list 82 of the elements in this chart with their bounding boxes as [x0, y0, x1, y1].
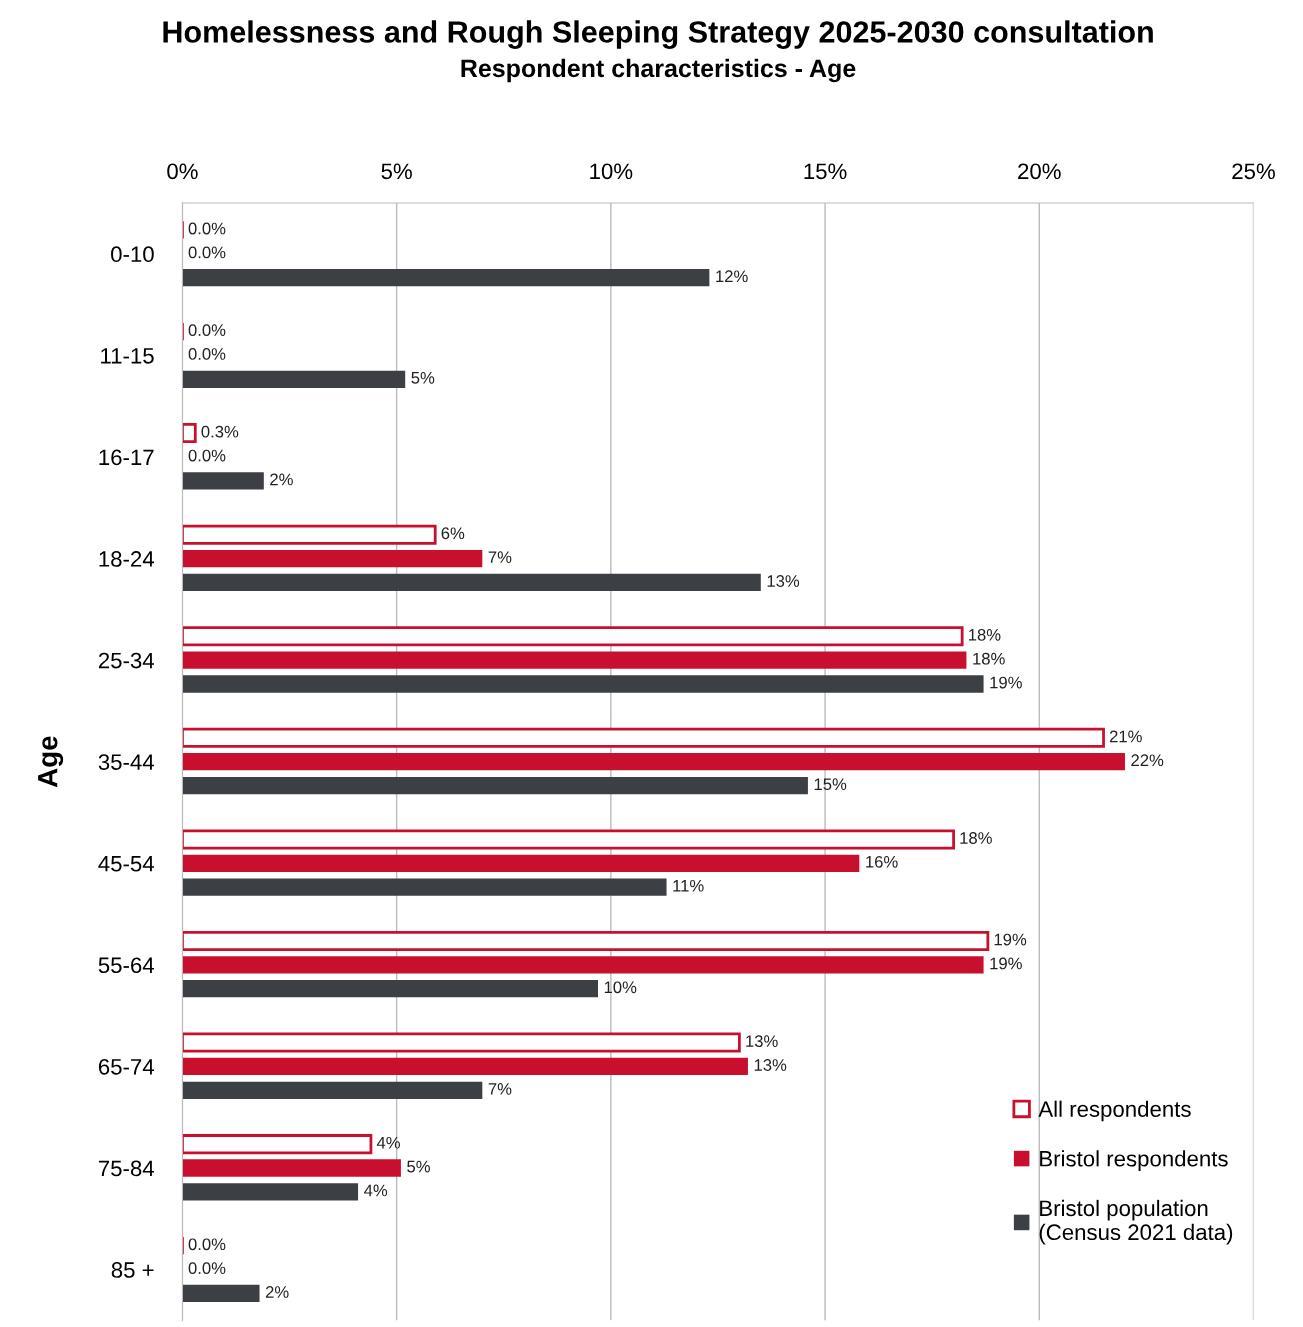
- y-tick-label: 85 +: [111, 1262, 154, 1278]
- data-label: 5%: [407, 1160, 430, 1173]
- y-tick-label: 16-17: [99, 449, 154, 466]
- bar: [182, 1032, 741, 1053]
- data-label: 15%: [814, 778, 847, 791]
- bar: [182, 573, 761, 592]
- y-axis-title: Age: [38, 736, 64, 788]
- bar: [182, 370, 406, 388]
- y-tick-label: 35-44: [98, 754, 154, 770]
- bar: [182, 549, 483, 568]
- legend-label: Bristol respondents: [1040, 1150, 1228, 1171]
- bar: [182, 753, 1125, 771]
- bar: [182, 524, 437, 545]
- y-tick-label: 55-64: [98, 957, 154, 974]
- data-label: 0.0%: [188, 246, 226, 259]
- y-tick-label: 25-34: [98, 652, 154, 669]
- bar: [182, 1134, 373, 1155]
- bar: [182, 1081, 483, 1099]
- data-label: 0.0%: [188, 348, 226, 360]
- bar: [182, 930, 990, 951]
- data-label: 0.0%: [188, 449, 226, 462]
- y-tick-label: 45-54: [98, 856, 154, 872]
- data-label: 2%: [270, 473, 293, 486]
- bar: [182, 878, 667, 896]
- data-label: 0.3%: [201, 425, 239, 438]
- chart-title: Homelessness and Rough Sleeping Strategy 2025-2030 consultation: [163, 20, 1153, 49]
- bar: [182, 829, 955, 850]
- bar: [182, 956, 984, 974]
- data-label: 16%: [866, 855, 898, 868]
- bar: [182, 269, 710, 287]
- bar: [182, 626, 964, 647]
- data-label: 18%: [960, 832, 992, 844]
- data-label: 7%: [488, 1083, 512, 1095]
- data-label: 19%: [994, 933, 1027, 946]
- bar: [182, 423, 197, 444]
- data-label: 12%: [716, 270, 748, 283]
- x-tick-label: 0%: [167, 163, 198, 180]
- data-label: 0.0%: [188, 324, 226, 336]
- data-label: 18%: [973, 652, 1005, 665]
- data-label: 10%: [604, 981, 637, 994]
- x-tick-label: 10%: [590, 163, 633, 180]
- data-label: 4%: [376, 1136, 400, 1149]
- data-label: 13%: [767, 575, 800, 587]
- bar: [182, 1284, 260, 1303]
- data-label: 4%: [364, 1184, 388, 1197]
- data-label: 11%: [673, 879, 704, 892]
- data-label: 0.0%: [188, 1262, 226, 1275]
- bar: [182, 854, 860, 872]
- bar: [182, 727, 1105, 748]
- data-label: 5%: [411, 372, 435, 384]
- bar: [182, 1057, 748, 1076]
- x-tick-label: 15%: [804, 163, 847, 180]
- x-tick-label: 25%: [1232, 163, 1275, 180]
- data-label: 19%: [990, 676, 1022, 689]
- bar: [182, 980, 598, 998]
- y-tick-label: 18-24: [99, 551, 154, 567]
- data-label: 18%: [968, 628, 1001, 641]
- data-label: 7%: [488, 551, 512, 563]
- y-tick-label: 11-15: [101, 348, 154, 364]
- data-label: 21%: [1109, 730, 1142, 743]
- data-label: 13%: [754, 1059, 787, 1071]
- data-label: 0.0%: [188, 1238, 226, 1251]
- bar: [182, 1159, 401, 1177]
- x-tick-label: 5%: [381, 163, 412, 180]
- bar: [182, 1183, 359, 1201]
- data-label: 13%: [746, 1035, 778, 1048]
- x-tick-label: 20%: [1018, 163, 1061, 180]
- legend-label: Bristol population (Census 2021 data): [1039, 1199, 1233, 1245]
- bar: [182, 472, 264, 490]
- y-tick-label: 0-10: [111, 246, 154, 263]
- data-label: 19%: [990, 957, 1022, 970]
- legend-label: All respondents: [1038, 1100, 1191, 1122]
- bar: [182, 675, 984, 693]
- data-label: 2%: [265, 1286, 289, 1298]
- y-tick-label: 75-84: [98, 1160, 154, 1177]
- data-label: 6%: [441, 527, 465, 540]
- bar: [182, 651, 967, 669]
- chart-subtitle: Respondent characteristics - Age: [461, 58, 856, 83]
- data-label: 22%: [1131, 754, 1164, 767]
- bar: [182, 776, 808, 795]
- y-tick-label: 65-74: [98, 1058, 154, 1075]
- data-label: 0.0%: [188, 222, 226, 235]
